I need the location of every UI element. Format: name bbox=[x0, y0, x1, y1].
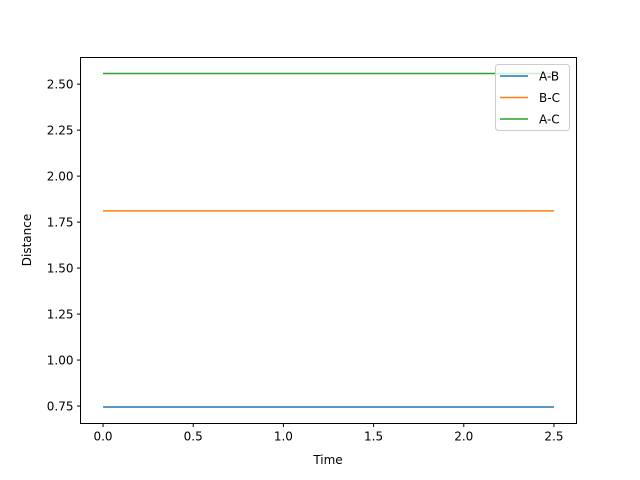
legend-label: A-C bbox=[539, 113, 560, 127]
y-tick-label: 2.25 bbox=[47, 124, 74, 138]
x-tick-label: 1.0 bbox=[274, 430, 293, 444]
legend: A-B B-C A-C bbox=[495, 64, 570, 131]
x-tick-label: 0.0 bbox=[93, 430, 112, 444]
axes-frame bbox=[80, 57, 577, 424]
x-tick-label: 1.5 bbox=[364, 430, 383, 444]
y-tick-label: 2.00 bbox=[47, 170, 74, 184]
x-tick-label: 0.5 bbox=[184, 430, 203, 444]
y-tick-label: 1.25 bbox=[47, 308, 74, 322]
x-tick-label: 2.5 bbox=[544, 430, 563, 444]
y-tick-label: 0.75 bbox=[47, 400, 74, 414]
y-axis-label: Distance bbox=[20, 214, 34, 266]
legend-box bbox=[495, 64, 570, 131]
x-axis-label: Time bbox=[312, 453, 342, 467]
y-tick-label: 1.75 bbox=[47, 216, 74, 230]
legend-label: B-C bbox=[539, 91, 560, 105]
y-tick-label: 1.50 bbox=[47, 262, 74, 276]
y-tick-label: 2.50 bbox=[47, 78, 74, 92]
x-tick-label: 2.0 bbox=[454, 430, 473, 444]
y-tick-label: 1.00 bbox=[47, 354, 74, 368]
legend-label: A-B bbox=[539, 70, 559, 84]
